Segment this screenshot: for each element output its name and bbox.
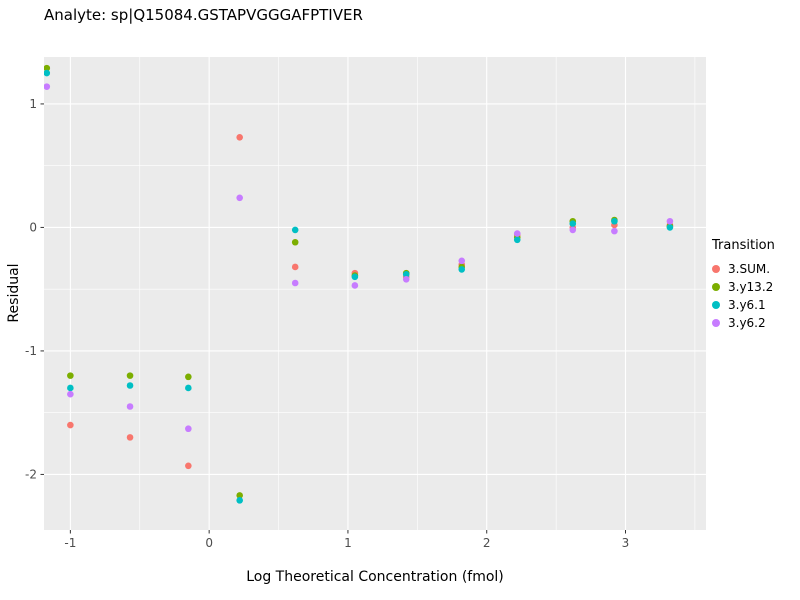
legend-item: 3.y13.2	[712, 278, 775, 296]
chart-title: Analyte: sp|Q15084.GSTAPVGGGAFPTIVER	[44, 6, 363, 24]
legend-label: 3.y6.2	[728, 316, 766, 330]
data-point	[402, 275, 410, 283]
data-point	[126, 372, 134, 379]
x-tick-label: 1	[344, 536, 352, 550]
data-point	[236, 497, 243, 504]
data-point	[185, 373, 192, 381]
data-point	[126, 403, 134, 410]
data-point	[236, 194, 243, 202]
legend-items: 3.SUM. 3.y13.2 3.y6.1 3.y6.2	[712, 260, 775, 332]
legend: Transition 3.SUM. 3.y13.2 3.y6.1 3.y6.2	[712, 238, 775, 332]
x-tick-label: 3	[622, 536, 630, 550]
x-tick-label: 0	[205, 536, 213, 550]
data-point	[44, 83, 51, 90]
data-point	[569, 226, 577, 234]
legend-title: Transition	[712, 238, 775, 253]
data-point	[513, 236, 521, 244]
legend-label: 3.SUM.	[728, 262, 771, 276]
data-point	[291, 226, 299, 234]
plot-panel	[44, 57, 706, 530]
x-tick-label: -1	[64, 536, 76, 550]
legend-label: 3.y6.1	[728, 298, 766, 312]
x-axis-title: Log Theoretical Concentration (fmol)	[246, 569, 504, 585]
legend-label: 3.y13.2	[728, 280, 774, 294]
data-point	[611, 227, 618, 235]
legend-item: 3.y6.2	[712, 314, 775, 332]
data-point	[67, 421, 74, 429]
data-point	[351, 282, 359, 289]
data-point	[351, 273, 359, 281]
legend-item: 3.SUM.	[712, 260, 775, 278]
y-tick-label: 0	[29, 220, 37, 234]
data-point	[185, 425, 192, 433]
data-point	[291, 279, 299, 287]
data-point	[458, 266, 466, 273]
data-point	[236, 492, 243, 499]
y-tick-label: -1	[25, 344, 37, 358]
data-point	[513, 230, 521, 237]
y-tick-label: -2	[25, 467, 37, 481]
data-point	[458, 257, 466, 265]
data-point	[126, 382, 134, 389]
legend-point-icon	[712, 319, 720, 327]
data-point	[44, 69, 51, 77]
data-point	[44, 64, 51, 72]
data-point	[611, 217, 618, 225]
data-point	[185, 462, 192, 470]
data-point	[67, 372, 74, 379]
data-point	[67, 390, 74, 398]
data-point	[402, 271, 410, 278]
data-point	[67, 384, 74, 392]
data-point	[569, 220, 577, 228]
y-axis-title: Residual	[6, 263, 22, 323]
legend-point-icon	[712, 265, 720, 273]
legend-item: 3.y6.1	[712, 296, 775, 314]
data-point	[666, 217, 674, 225]
data-point	[291, 263, 299, 271]
x-tick-label: 2	[483, 536, 491, 550]
data-point	[666, 224, 674, 231]
data-point	[291, 238, 299, 246]
legend-point-icon	[712, 301, 720, 309]
points-layer	[44, 64, 674, 504]
data-point	[185, 384, 192, 392]
data-point	[126, 434, 134, 441]
legend-point-icon	[712, 283, 720, 291]
y-tick-label: 1	[29, 97, 37, 111]
data-point	[236, 133, 243, 141]
